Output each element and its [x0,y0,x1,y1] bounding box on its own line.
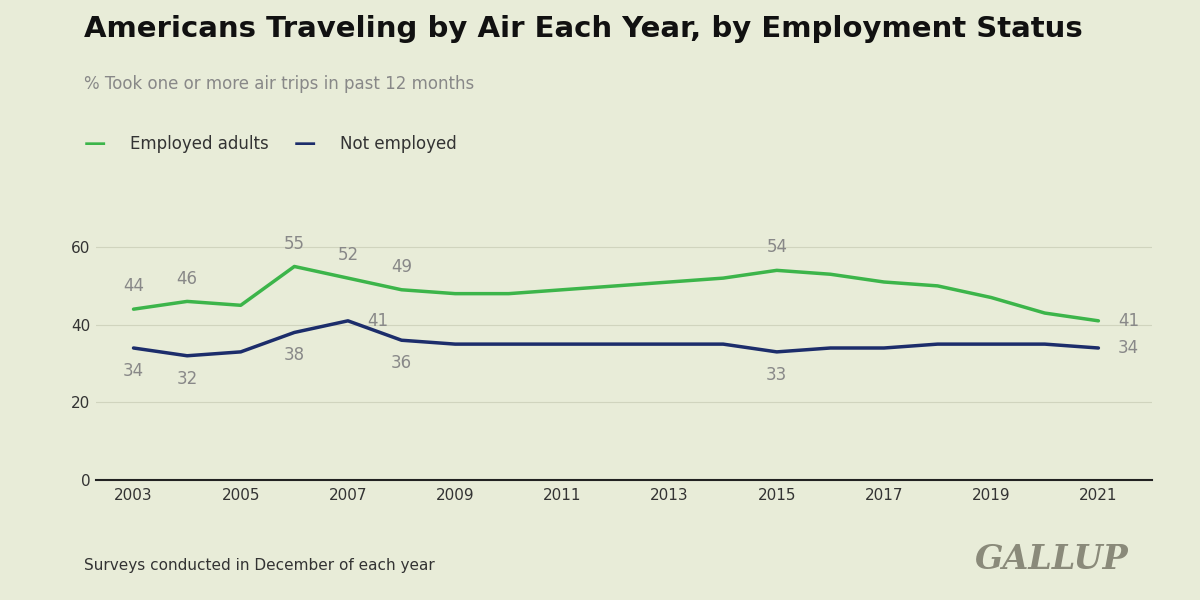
Text: Americans Traveling by Air Each Year, by Employment Status: Americans Traveling by Air Each Year, by… [84,15,1082,43]
Text: —: — [294,134,317,154]
Text: 32: 32 [176,370,198,388]
Text: 38: 38 [283,346,305,364]
Text: % Took one or more air trips in past 12 months: % Took one or more air trips in past 12 … [84,75,474,93]
Text: 55: 55 [284,235,305,253]
Text: 41: 41 [367,312,389,330]
Text: 33: 33 [766,366,787,384]
Text: 49: 49 [391,258,412,276]
Text: 54: 54 [767,238,787,256]
Text: 34: 34 [122,362,144,380]
Text: Employed adults: Employed adults [130,135,269,153]
Text: 44: 44 [124,277,144,295]
Text: 52: 52 [337,246,359,264]
Text: 41: 41 [1118,312,1139,330]
Text: —: — [84,134,107,154]
Text: GALLUP: GALLUP [974,543,1128,576]
Text: 46: 46 [176,269,198,287]
Text: Surveys conducted in December of each year: Surveys conducted in December of each ye… [84,558,434,573]
Text: Not employed: Not employed [340,135,456,153]
Text: 34: 34 [1118,339,1139,357]
Text: 36: 36 [391,354,412,372]
